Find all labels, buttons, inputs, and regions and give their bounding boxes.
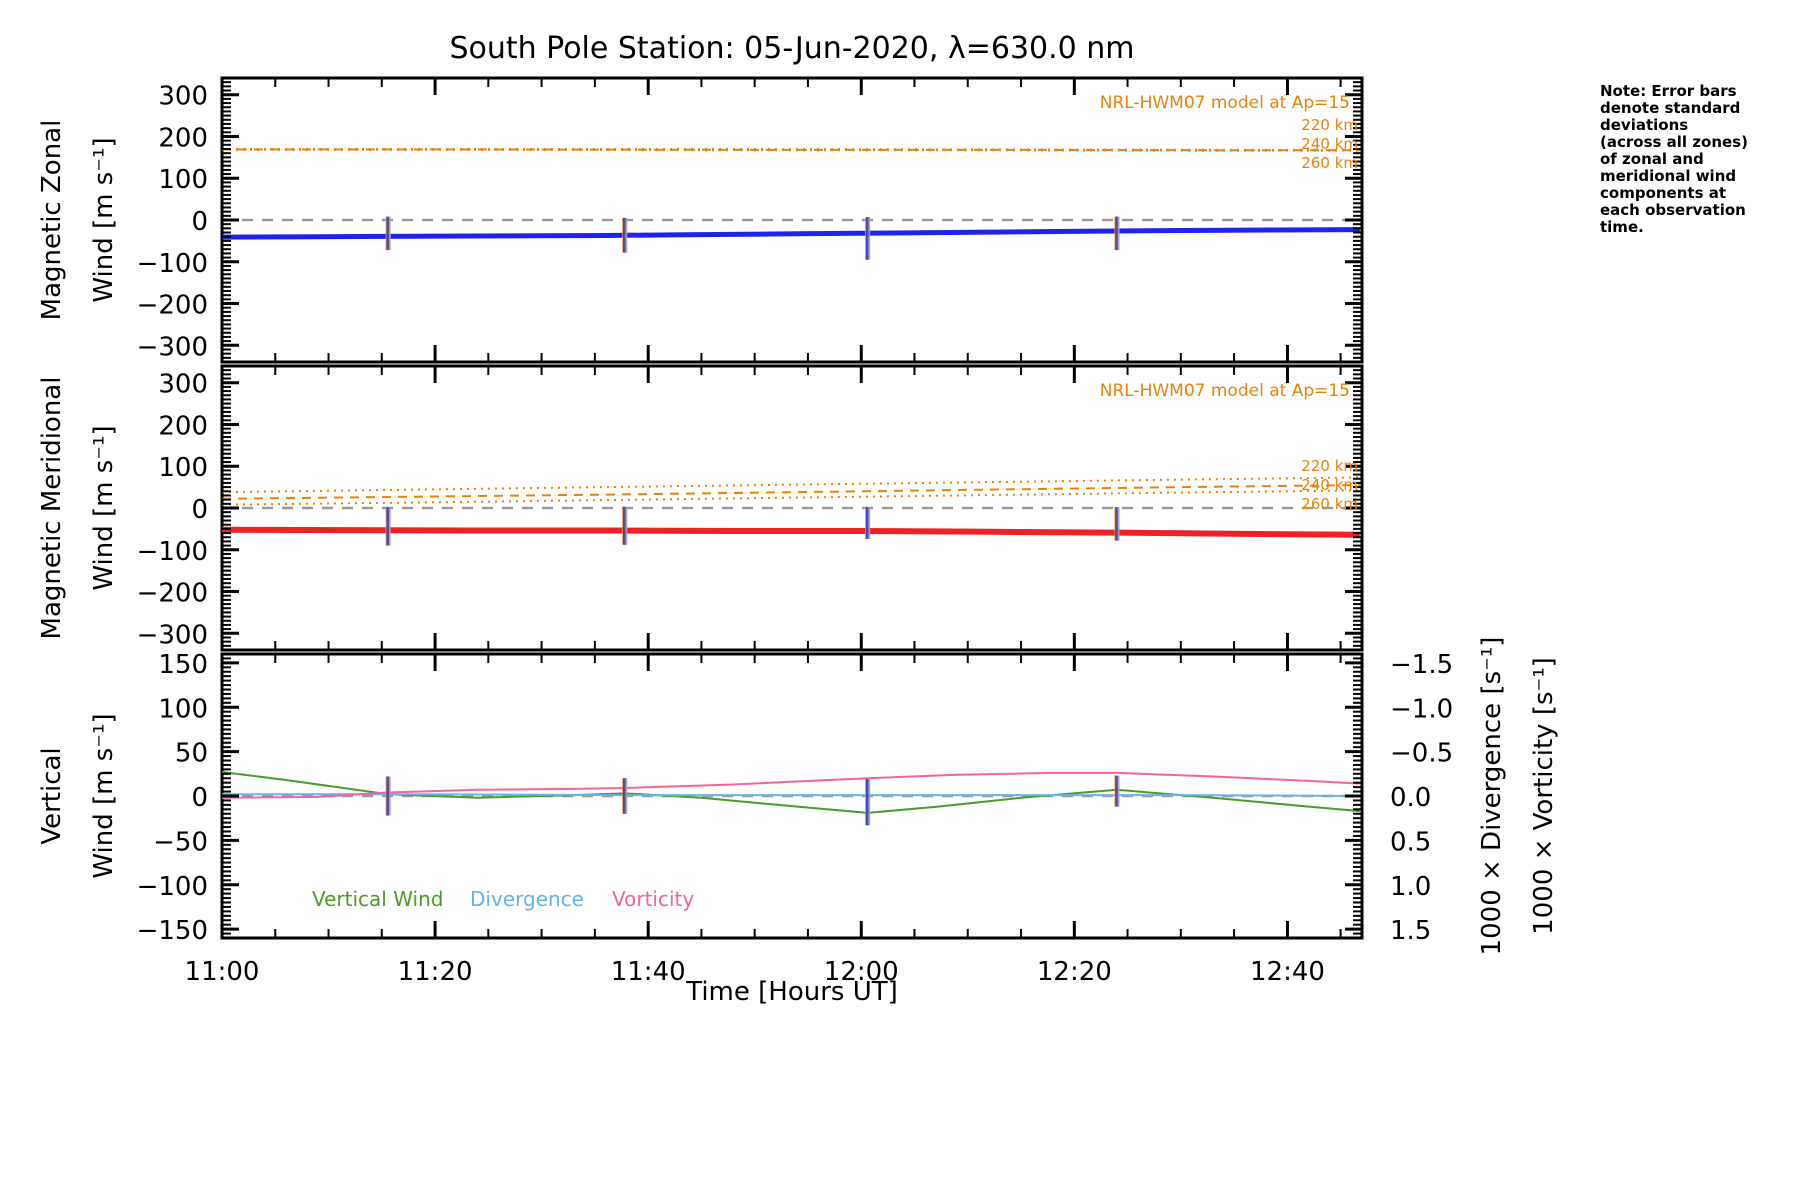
series-meridional-wind [222,526,1360,538]
y-axis-title-line2: Wind [m s⁻¹] [89,425,119,590]
y-tick-label: 50 [175,739,208,769]
x-tick-label: 11:00 [185,957,260,987]
model-altitude-label: 220 km [1301,116,1358,134]
svg-text:of zonal and: of zonal and [1600,150,1704,168]
y-axis-title-line1: Vertical [37,747,67,844]
y-tick-label: −100 [137,537,208,567]
series-zonal-wind [222,227,1360,240]
svg-text:deviations: deviations [1600,116,1688,134]
y-tick-label: −150 [137,916,208,946]
y-axis-title-line1: Magnetic Meridional [37,377,67,640]
x-axis-title: Time [Hours UT] [685,977,898,1007]
y-tick-label: −300 [137,332,208,362]
model-altitude-label: 240 km [1301,135,1358,153]
series-nrl-hwm07-240-km [222,148,1360,152]
y-tick-label: −50 [153,827,208,857]
y-tick-label: 100 [158,165,208,195]
right-y-tick-label: −1.0 [1390,694,1453,724]
series-nrl-hwm07-220-km [222,476,1360,494]
svg-text:time.: time. [1600,218,1644,236]
series-nrl-hwm07-260-km [222,148,1360,152]
y-tick-label: 0 [191,495,208,525]
model-altitude-label: 240 km [1301,476,1358,494]
model-altitude-label: 260 km [1301,154,1358,172]
error-bar [865,779,871,826]
panel-vertical-wind-divergence-vorticity: −150 −100 −50 0 50 100 150 11:00 11:20 11:40 12:00… [37,637,1559,987]
y-tick-label: 300 [158,82,208,112]
panel-data [222,148,1360,260]
panel-data [222,476,1360,546]
error-bar [385,507,391,546]
svg-text:meridional wind: meridional wind [1600,167,1736,185]
model-header: NRL-HWM07 model at Ap=15 [1100,93,1350,113]
y-axis-title-line2: Wind [m s⁻¹] [89,137,119,302]
legend-item-divergence: Divergence [470,887,584,911]
y-tick-label: 150 [158,650,208,680]
y-tick-label: 200 [158,411,208,441]
legend-item-vorticity: Vorticity [612,887,694,911]
x-tick-label: 11:40 [611,957,686,987]
error-bar [865,507,871,539]
y-tick-label: 0 [191,207,208,237]
x-tick-label: 11:20 [398,957,473,987]
y-tick-label: −300 [137,620,208,650]
right-y-tick-label: 1.0 [1390,872,1431,902]
model-altitude-label: 260 km [1301,495,1358,513]
error-bar [622,506,628,545]
y-axis-title-line1: Magnetic Zonal [37,120,67,321]
legend-item-vertical-wind: Vertical Wind [312,887,443,911]
y-tick-label: 200 [158,123,208,153]
series-divergence [222,793,1360,797]
svg-text:each observation: each observation [1600,201,1746,219]
svg-text:Note: Error bars: Note: Error bars [1600,82,1737,100]
series-vorticity [222,771,1360,799]
series-vertical-wind [222,771,1360,814]
x-tick-label: 12:20 [1037,957,1112,987]
y-tick-label: 100 [158,694,208,724]
right-y-tick-label: 1.5 [1390,916,1431,946]
panel-magnetic-zonal-wind: −300 −200 −100 0 100 200 300 Magnetic Zonal Wind… [37,76,1364,364]
panel-data [222,771,1360,826]
right-y-tick-label: −1.5 [1390,650,1453,680]
x-tick-label: 12:00 [824,957,899,987]
y-tick-label: −100 [137,872,208,902]
model-altitude-label: 220 km [1301,457,1358,475]
y-axis-title-line2: Wind [m s⁻¹] [89,713,119,878]
series-nrl-hwm07-260-km [222,489,1360,506]
right-y-tick-label: 0.5 [1390,827,1431,857]
error-bar [385,776,391,816]
y-tick-label: 100 [158,453,208,483]
error-bar [1114,507,1120,541]
error-bar [865,217,871,260]
right-axis-title-vorticity: 1000 × Vorticity [s⁻¹] [1529,657,1559,935]
right-y-tick-label: 0.0 [1390,783,1431,813]
svg-text:(across all zones): (across all zones) [1600,133,1748,151]
y-tick-label: −200 [137,579,208,609]
panel-magnetic-meridional-wind: −300 −200 −100 0 100 200 300 Magnetic Meridiona… [37,364,1364,652]
y-tick-label: 300 [158,370,208,400]
svg-text:denote standard: denote standard [1600,99,1740,117]
svg-text:components at: components at [1600,184,1726,202]
x-tick-label: 12:40 [1250,957,1325,987]
error-bar [1114,216,1120,251]
chart-title: South Pole Station: 05-Jun-2020, λ=630.0… [449,31,1134,66]
right-axis-title-divergence: 1000 × Divergence [s⁻¹] [1477,637,1507,956]
right-y-tick-label: −0.5 [1390,739,1453,769]
y-tick-label: 0 [191,783,208,813]
y-tick-label: −200 [137,291,208,321]
model-header: NRL-HWM07 model at Ap=15 [1100,381,1350,401]
error-bar [622,217,628,253]
error-bar [622,778,628,814]
y-tick-label: −100 [137,249,208,279]
error-bar [1114,775,1120,807]
error-bar [385,216,391,251]
